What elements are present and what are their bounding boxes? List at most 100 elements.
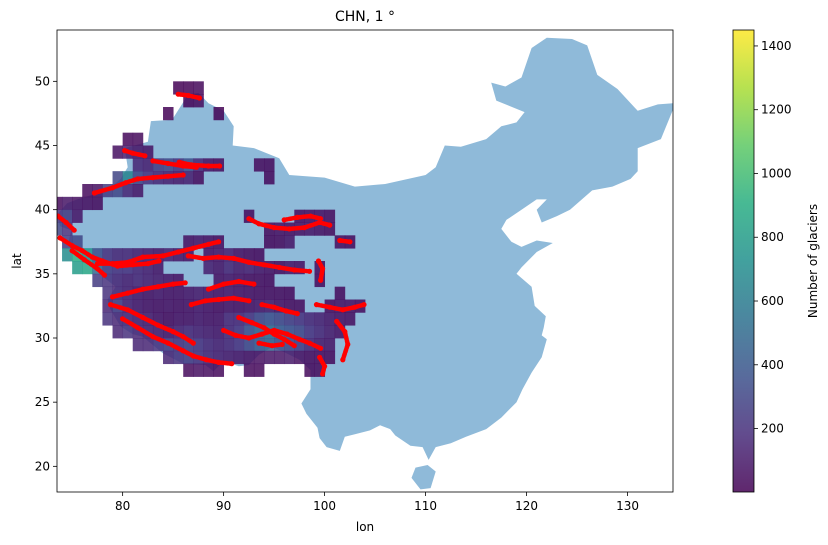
grid-cell <box>183 338 194 352</box>
glacier-marker <box>142 153 148 159</box>
grid-cell <box>57 222 63 236</box>
glacier-marker <box>320 266 326 272</box>
grid-cell <box>274 286 285 300</box>
glacier-marker <box>246 259 252 265</box>
glacier-marker <box>165 340 171 346</box>
grid-cell <box>284 235 295 249</box>
glacier-marker <box>123 180 129 186</box>
glacier-marker <box>216 359 222 365</box>
glacier-marker <box>256 221 262 227</box>
grid-cell <box>173 299 184 313</box>
grid-cell <box>132 286 144 300</box>
glacier-marker <box>122 148 128 154</box>
glacier-marker <box>284 331 290 337</box>
glacier-marker <box>313 302 320 308</box>
grid-cell <box>233 261 245 275</box>
grid-cell <box>173 338 184 352</box>
grid-cell <box>112 273 124 288</box>
grid-cell <box>324 312 336 326</box>
grid-cell <box>253 261 265 275</box>
grid-cell <box>102 312 113 326</box>
grid-cell <box>142 338 154 352</box>
grid-cell <box>223 312 235 326</box>
grid-cell <box>152 261 164 275</box>
glacier-marker <box>202 298 208 304</box>
grid-cell <box>213 299 225 313</box>
grid-cell <box>203 325 214 339</box>
glacier-marker <box>63 219 69 226</box>
grid-cell <box>304 222 315 236</box>
grid-cell <box>102 299 113 313</box>
grid-cell <box>294 312 305 326</box>
grid-cell <box>243 325 255 339</box>
grid-cell <box>304 325 315 339</box>
grid-cell <box>223 338 235 352</box>
x-tick-label: 90 <box>216 499 231 513</box>
grid-cell <box>132 325 144 339</box>
grid-cell <box>132 299 144 313</box>
grid-cell <box>243 338 255 352</box>
grid-cell <box>142 286 154 300</box>
glacier-marker <box>318 277 324 283</box>
glacier-marker <box>180 334 186 340</box>
glacier-marker <box>180 172 186 178</box>
grid-cell <box>253 350 265 365</box>
glacier-marker <box>271 331 277 337</box>
grid-cell <box>163 273 174 288</box>
grid-cell <box>264 286 275 300</box>
grid-cell <box>152 273 164 288</box>
glacier-marker <box>69 248 75 254</box>
grid-cell <box>122 273 134 288</box>
glacier-marker <box>276 264 282 270</box>
grid-cell <box>183 312 194 326</box>
grid-cell <box>183 235 194 249</box>
x-tick-label: 130 <box>616 499 639 513</box>
grid-cell <box>233 325 245 339</box>
grid-cell <box>82 196 93 211</box>
grid-cell <box>274 235 285 249</box>
glacier-marker-track <box>334 319 351 363</box>
y-tick-label: 40 <box>35 203 50 217</box>
grid-cell <box>253 286 265 300</box>
grid-cell <box>294 350 305 365</box>
glacier-marker-track <box>281 213 323 223</box>
glacier-marker <box>327 304 333 310</box>
glacier-marker <box>109 185 116 191</box>
grid-cell <box>193 94 204 108</box>
glacier-marker <box>259 302 265 308</box>
grid-cell <box>142 158 154 172</box>
glacier-marker <box>185 92 191 99</box>
grid-cell <box>163 312 174 326</box>
grid-cell <box>243 248 255 262</box>
glacier-marker <box>342 329 348 335</box>
x-tick-label: 80 <box>115 499 130 513</box>
grid-cell <box>183 94 194 108</box>
grid-cell <box>122 299 134 313</box>
glacier-marker <box>140 314 146 321</box>
grid-cell <box>183 171 194 185</box>
grid-cell <box>183 286 194 300</box>
glacier-marker <box>190 353 196 359</box>
glacier-marker <box>233 332 239 338</box>
plot-frame <box>56 29 674 493</box>
glacier-marker <box>185 253 191 259</box>
grid-cell <box>112 184 124 198</box>
colorbar-tick-label: 1200 <box>761 103 792 117</box>
grid-cell <box>132 261 144 275</box>
glacier-marker <box>170 281 176 287</box>
colorbar-tick-label: 200 <box>761 422 784 436</box>
glacier-marker <box>130 150 136 156</box>
grid-cell <box>102 286 113 300</box>
grid-cell <box>163 299 174 313</box>
grid-cell <box>122 325 134 339</box>
grid-cell <box>203 261 214 275</box>
y-axis: 20 25 30 35 40 45 50 <box>35 74 57 473</box>
y-tick-label: 25 <box>35 395 50 409</box>
grid-cell <box>213 312 225 326</box>
grid-cell <box>264 235 275 249</box>
grid-cell <box>193 81 204 95</box>
glacier-marker <box>182 280 188 286</box>
grid-cell <box>102 273 113 288</box>
glacier-marker <box>175 91 181 97</box>
